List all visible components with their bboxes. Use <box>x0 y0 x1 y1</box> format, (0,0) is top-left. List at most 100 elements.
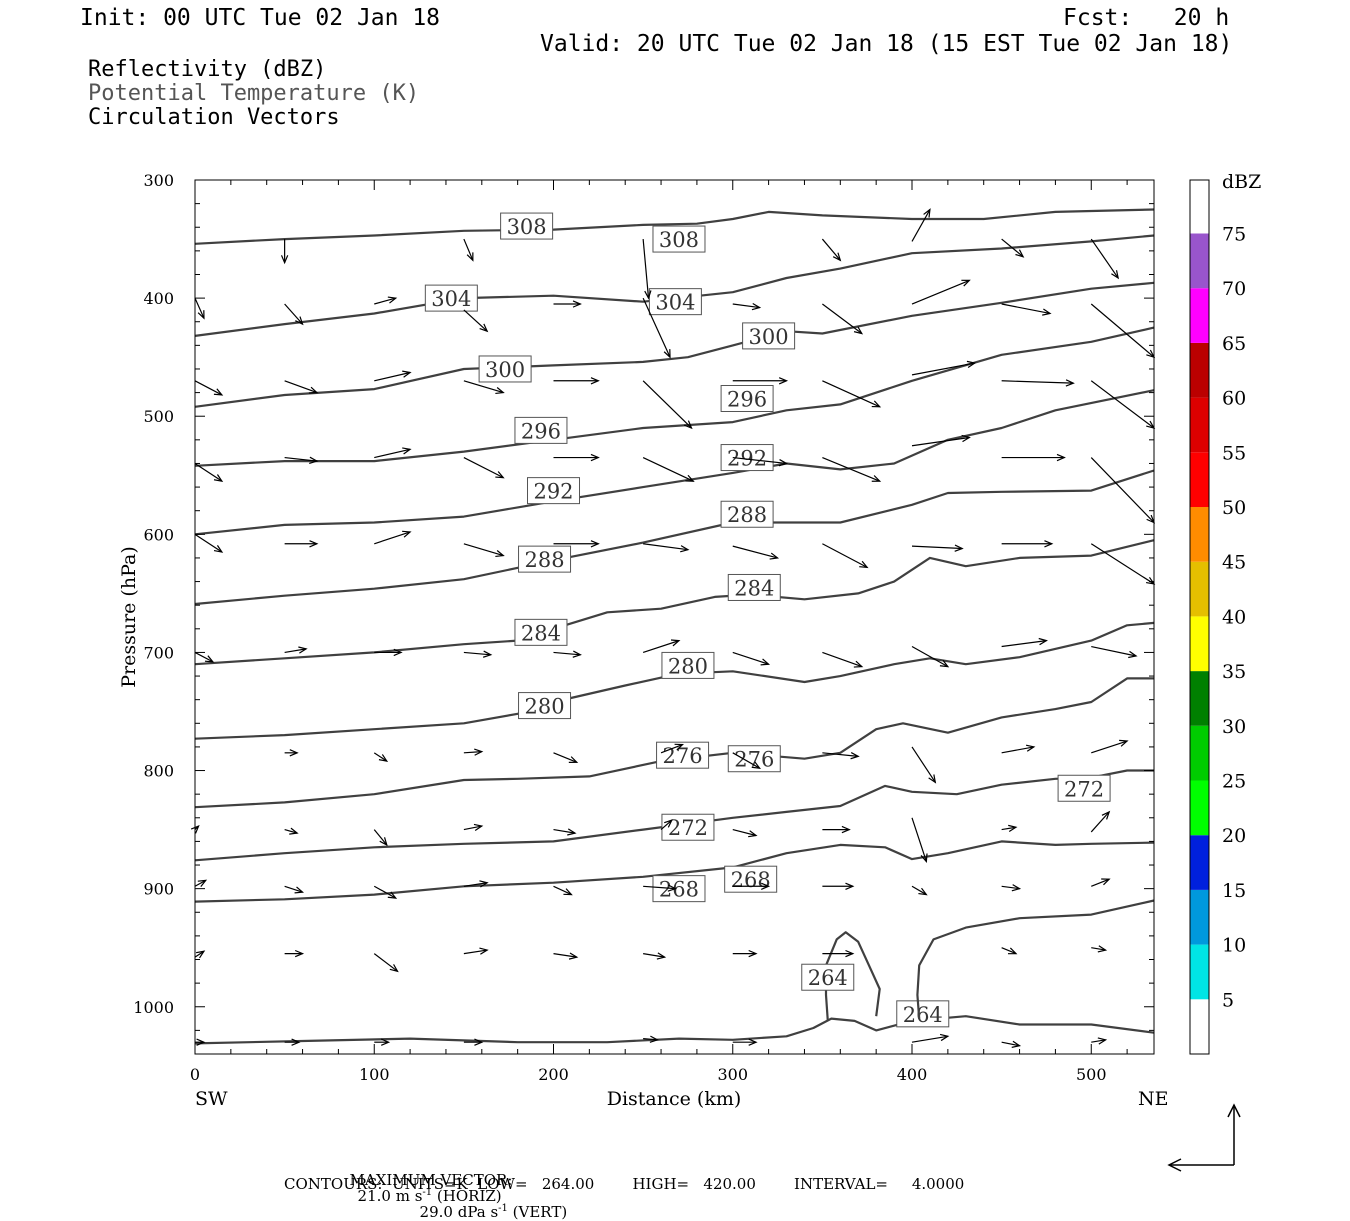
circulation-vector <box>660 819 673 831</box>
circulation-vector <box>822 456 882 482</box>
circulation-vector <box>911 208 931 242</box>
contour-label-box <box>720 500 774 528</box>
field-reflectivity: Reflectivity (dBZ) <box>88 57 327 82</box>
x-tick-label: 500 <box>1076 1065 1107 1084</box>
circulation-vector <box>373 953 399 973</box>
circulation-vector <box>1001 1040 1022 1048</box>
circulation-vector <box>463 380 505 395</box>
circulation-vector <box>194 297 205 320</box>
colorbar-tick-label: 35 <box>1222 661 1246 683</box>
contour-label-box <box>1057 774 1111 802</box>
colorbar-swatch <box>1190 397 1209 453</box>
field-potential-temperature: Potential Temperature (K) <box>88 81 420 106</box>
x-axis-right-direction: NE <box>1138 1088 1169 1110</box>
colorbar-outline <box>1189 179 1210 1055</box>
contour-label: 288 <box>727 503 767 527</box>
contour-label: 268 <box>659 878 699 902</box>
contour-label-box <box>661 813 715 841</box>
colorbar-swatch <box>1190 671 1209 726</box>
colorbar-tick-label: 5 <box>1222 989 1234 1011</box>
colorbar-unit-label: dBZ <box>1222 171 1261 193</box>
contour-label: 300 <box>485 358 525 382</box>
x-tick-label: 100 <box>359 1065 390 1084</box>
circulation-vector <box>374 370 412 382</box>
circulation-vector <box>911 434 971 447</box>
colorbar-tick-label: 55 <box>1222 442 1246 464</box>
circulation-vector <box>1001 453 1066 462</box>
circulation-vector <box>732 377 789 385</box>
contour-label-box <box>724 865 778 893</box>
contour-label-box <box>648 288 702 316</box>
circulation-vector <box>660 743 685 754</box>
circulation-vector <box>284 380 319 394</box>
circulation-vector <box>373 829 388 847</box>
circulation-vector <box>553 752 579 763</box>
circulation-vector <box>284 303 304 326</box>
circulation-vector <box>463 947 489 955</box>
colorbar-swatch <box>1190 780 1209 836</box>
vector-layer <box>190 208 1156 1048</box>
circulation-vector <box>732 545 780 560</box>
theta-contour-296 <box>194 326 1155 467</box>
theta-contour-288 <box>194 469 1155 606</box>
circulation-vector <box>1091 739 1129 754</box>
field-circulation-vectors: Circulation Vectors <box>88 105 340 130</box>
contour-label-box <box>500 212 554 240</box>
x-tick-label: 200 <box>538 1065 569 1084</box>
reference-vector-icon <box>1167 1103 1241 1172</box>
colorbar-tick-label: 70 <box>1222 278 1246 300</box>
theta-contour-276 <box>194 677 1154 809</box>
contour-label: 280 <box>524 695 564 719</box>
colorbar-tick-label: 20 <box>1222 825 1246 847</box>
contour-label: 264 <box>808 966 848 990</box>
forecast-hour: Fcst: 20 h <box>1063 5 1230 31</box>
contour-label: 308 <box>659 228 699 252</box>
circulation-vector <box>732 949 758 958</box>
max-vert-exponent: -1 <box>498 1203 508 1214</box>
x-tick-label: 0 <box>190 1065 200 1084</box>
colorbar-swatch <box>1190 889 1209 945</box>
circulation-vector <box>1091 645 1138 659</box>
circulation-vector <box>643 884 677 892</box>
theta-contour-264 <box>194 1015 1155 1045</box>
circulation-vector <box>1001 540 1054 548</box>
colorbar-swatch <box>1190 288 1209 343</box>
circulation-vector <box>1091 878 1111 887</box>
circulation-vector <box>280 239 289 265</box>
circulation-vector <box>643 952 667 960</box>
theta-contour-264 <box>916 899 1155 1019</box>
contour-label-box <box>720 444 774 472</box>
circulation-vector <box>463 543 505 558</box>
contour-label-box <box>514 618 568 646</box>
contour-label: 280 <box>668 654 708 678</box>
circulation-vector <box>374 1038 391 1046</box>
contour-label: 268 <box>731 868 771 892</box>
colorbar-tick-label: 25 <box>1222 771 1246 793</box>
y-tick-label: 900 <box>143 880 174 899</box>
circulation-vector <box>822 882 855 890</box>
circulation-vector <box>643 543 690 553</box>
contour-label: 284 <box>521 621 561 645</box>
circulation-vector <box>822 825 851 834</box>
circulation-vector <box>284 456 319 464</box>
circulation-vector <box>1091 945 1108 953</box>
circulation-vector <box>911 544 964 552</box>
y-tick-label: 300 <box>143 171 174 190</box>
circulation-vector <box>642 380 693 430</box>
circulation-vector <box>822 543 869 569</box>
contour-label-box <box>652 225 706 253</box>
circulation-vector <box>373 752 389 762</box>
circulation-vector <box>1001 884 1022 892</box>
circulation-vector <box>732 882 771 890</box>
circulation-vector <box>463 650 493 658</box>
contour-label: 296 <box>727 388 767 412</box>
circulation-vector <box>1091 1037 1108 1045</box>
x-axis-title: Distance (km) <box>607 1088 742 1110</box>
colorbar-tick-label: 15 <box>1222 880 1246 902</box>
max-horiz-exponent: -1 <box>422 1187 433 1198</box>
circulation-vector <box>194 380 224 396</box>
contour-label-box <box>742 322 796 350</box>
y-tick-label: 700 <box>143 643 174 662</box>
circulation-vector <box>553 300 582 308</box>
